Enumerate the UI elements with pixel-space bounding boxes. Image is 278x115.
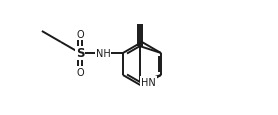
Text: NH: NH (96, 49, 110, 59)
Text: HN: HN (141, 77, 156, 87)
Text: O: O (76, 30, 84, 40)
Text: S: S (76, 47, 84, 60)
Text: O: O (76, 67, 84, 77)
